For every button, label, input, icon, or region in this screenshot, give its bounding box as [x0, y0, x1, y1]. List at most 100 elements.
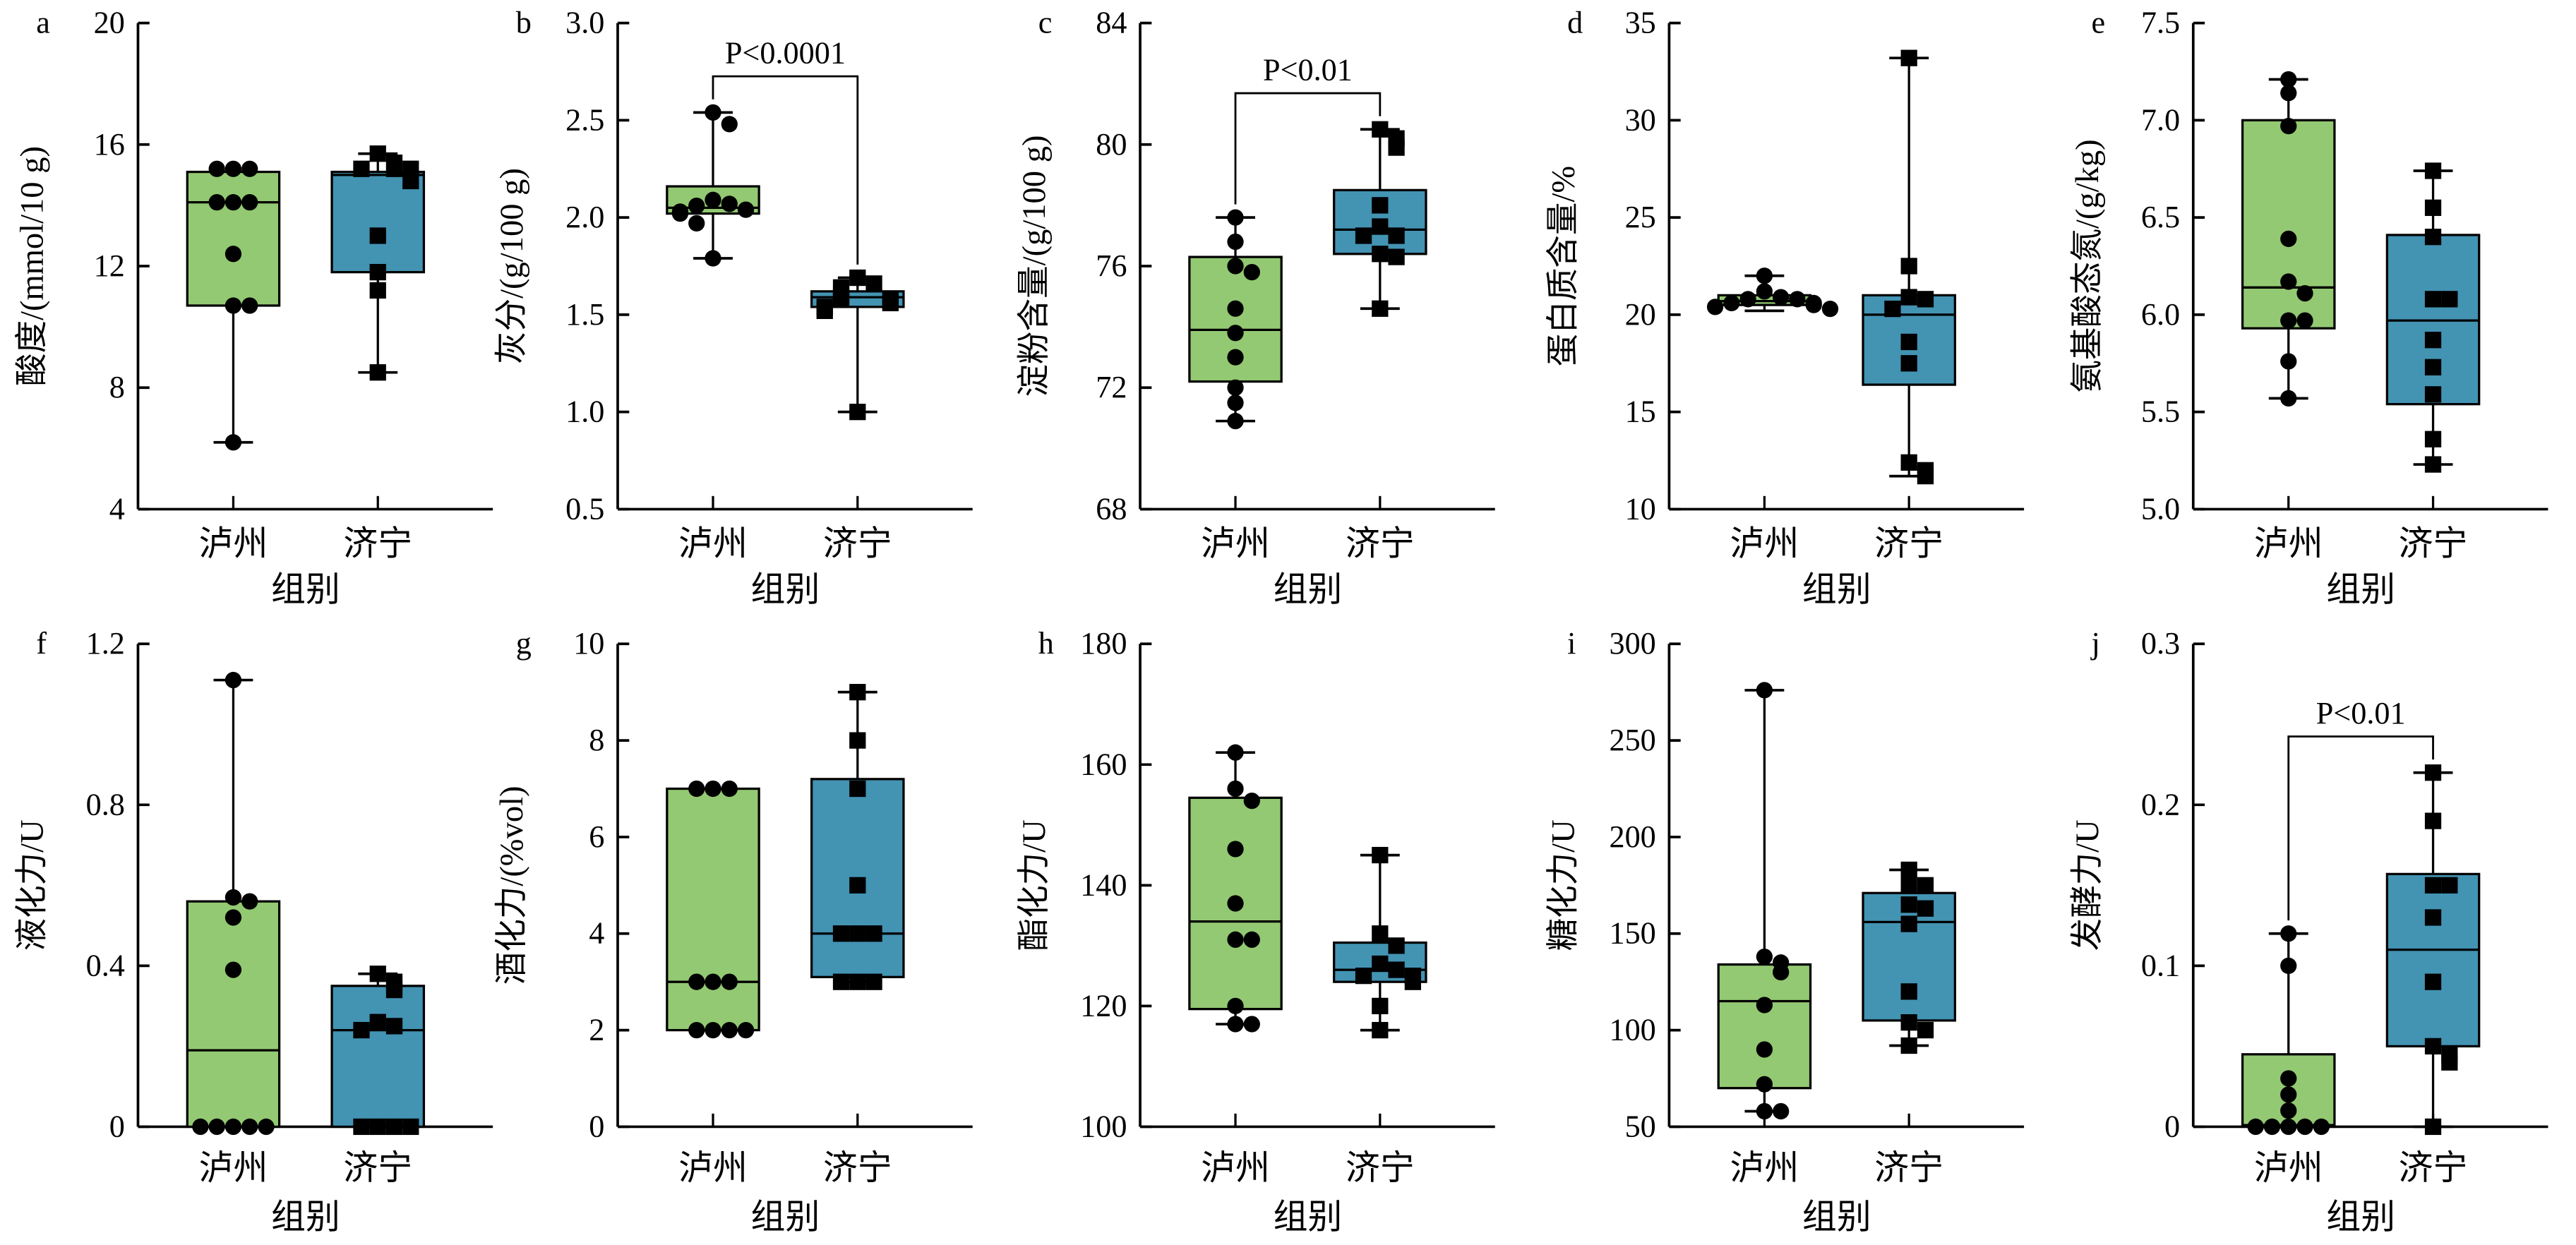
- y-tick-label: 120: [1080, 988, 1127, 1023]
- data-point: [208, 1118, 225, 1136]
- data-point: [241, 160, 258, 177]
- data-point: [1900, 861, 1917, 879]
- y-tick-label: 3.0: [565, 6, 604, 40]
- data-point: [849, 404, 866, 421]
- data-point: [2424, 162, 2442, 179]
- data-point: [2247, 1118, 2264, 1136]
- data-point: [1900, 983, 1917, 1000]
- data-point: [705, 780, 721, 798]
- data-point: [1372, 997, 1389, 1015]
- data-point: [2280, 85, 2297, 102]
- data-point: [1900, 915, 1917, 932]
- y-tick-label: 300: [1609, 626, 1655, 661]
- y-tick-label: 0: [589, 1109, 604, 1143]
- data-point: [1756, 997, 1773, 1014]
- y-tick-label: 200: [1609, 819, 1655, 854]
- y-tick-label: 84: [1096, 6, 1127, 40]
- panel-letter: d: [1567, 6, 1583, 40]
- data-point: [1227, 349, 1244, 366]
- y-tick-label: 80: [1096, 127, 1127, 162]
- data-point: [2424, 359, 2442, 375]
- data-point: [1917, 467, 1934, 485]
- data-point: [1372, 1021, 1389, 1039]
- data-point: [1372, 197, 1389, 214]
- data-point: [1243, 263, 1260, 281]
- data-point: [1227, 300, 1244, 317]
- data-point: [1227, 325, 1244, 342]
- data-point: [1756, 1041, 1773, 1058]
- data-point: [2424, 456, 2442, 473]
- y-tick-label: 4: [589, 916, 604, 951]
- data-point: [1900, 355, 1917, 372]
- x-tick-label: 济宁: [823, 1148, 892, 1187]
- x-tick-label: 泸州: [1201, 524, 1270, 563]
- data-point: [369, 263, 386, 281]
- data-point: [1900, 289, 1917, 306]
- y-tick-label: 160: [1080, 747, 1127, 781]
- y-axis-label: 发酵力/U: [2070, 819, 2106, 951]
- data-point: [2424, 199, 2442, 216]
- data-point: [1900, 1037, 1917, 1054]
- x-tick-label: 泸州: [678, 1148, 748, 1187]
- x-tick-label: 济宁: [1346, 1148, 1415, 1187]
- data-point: [849, 973, 866, 990]
- x-axis-label: 组别: [2326, 570, 2395, 609]
- data-point: [224, 193, 242, 211]
- data-point: [1900, 258, 1917, 275]
- data-point: [1884, 300, 1901, 318]
- y-tick-label: 0: [109, 1109, 125, 1143]
- panel-letter: c: [1038, 6, 1053, 40]
- data-point: [385, 160, 403, 177]
- data-point: [2280, 1102, 2297, 1119]
- data-point: [2280, 353, 2297, 370]
- data-point: [2424, 909, 2442, 926]
- y-tick-label: 35: [1625, 6, 1656, 40]
- x-axis-label: 组别: [751, 1198, 820, 1237]
- panel-letter: i: [1567, 626, 1576, 661]
- data-point: [688, 780, 705, 798]
- y-tick-label: 100: [1080, 1109, 1127, 1143]
- data-point: [1372, 246, 1389, 263]
- data-point: [1917, 877, 1934, 894]
- data-point: [385, 1018, 403, 1035]
- data-point: [1739, 291, 1756, 308]
- data-point: [1355, 227, 1372, 244]
- data-point: [208, 193, 225, 211]
- panel-letter: b: [516, 6, 532, 40]
- y-tick-label: 16: [94, 127, 125, 162]
- data-point: [1917, 291, 1934, 308]
- data-point: [2424, 229, 2442, 246]
- data-point: [721, 196, 738, 212]
- data-point: [865, 973, 882, 990]
- x-axis-label: 组别: [271, 570, 340, 609]
- y-tick-label: 100: [1609, 1013, 1655, 1047]
- y-tick-label: 50: [1625, 1109, 1656, 1143]
- data-point: [688, 1021, 705, 1039]
- data-point: [2296, 284, 2313, 302]
- data-point: [1756, 283, 1773, 300]
- y-tick-label: 20: [1625, 297, 1656, 332]
- data-point: [369, 145, 386, 162]
- data-point: [241, 193, 258, 211]
- x-axis-label: 组别: [2326, 1198, 2395, 1237]
- p-value-label: P<0.0001: [725, 36, 846, 71]
- panel-letter: h: [1038, 626, 1054, 661]
- data-point: [369, 282, 386, 299]
- data-point: [258, 1118, 275, 1136]
- p-value-label: P<0.01: [1263, 52, 1353, 87]
- data-point: [1789, 291, 1806, 308]
- data-point: [241, 1118, 258, 1136]
- y-tick-label: 150: [1609, 916, 1655, 951]
- data-point: [1227, 841, 1244, 858]
- data-point: [737, 1021, 755, 1039]
- x-tick-label: 济宁: [2399, 524, 2468, 563]
- data-point: [1388, 139, 1405, 156]
- data-point: [832, 291, 850, 308]
- data-point: [1900, 49, 1917, 66]
- data-point: [2280, 230, 2297, 248]
- data-point: [849, 877, 866, 894]
- data-point: [832, 973, 850, 990]
